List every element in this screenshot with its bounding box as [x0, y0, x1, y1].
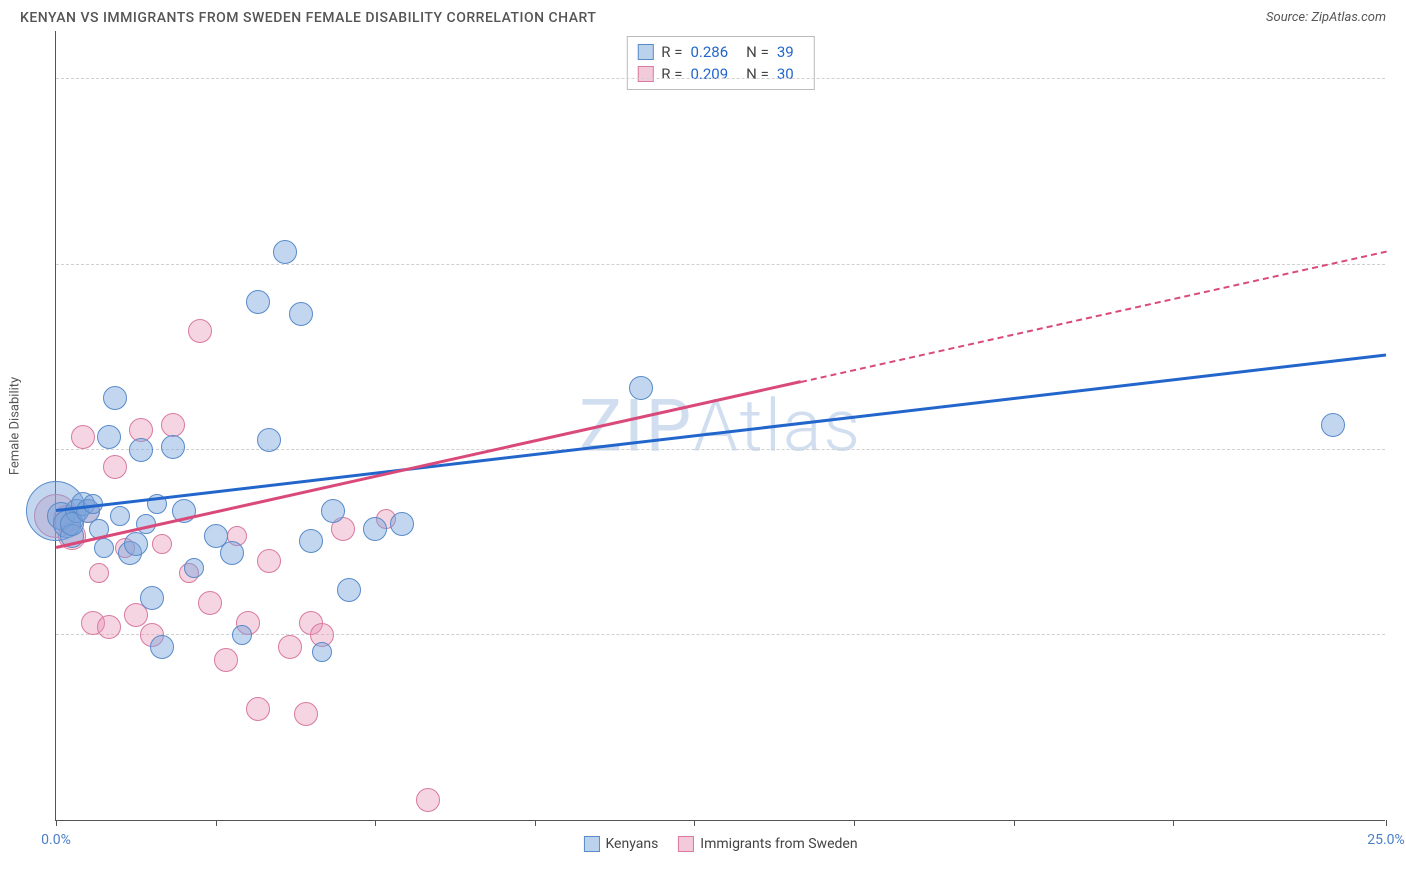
legend-label-blue: Kenyans	[605, 836, 658, 852]
chart-title: KENYAN VS IMMIGRANTS FROM SWEDEN FEMALE …	[20, 10, 596, 26]
data-point-pink	[246, 697, 270, 721]
data-point-blue	[161, 435, 185, 459]
legend-label-pink: Immigrants from Sweden	[700, 836, 857, 852]
data-point-blue	[140, 586, 164, 610]
data-point-blue	[299, 529, 323, 553]
gridline	[56, 264, 1385, 265]
data-point-blue	[321, 499, 345, 523]
data-point-blue	[629, 376, 653, 400]
x-tick	[216, 820, 217, 826]
data-point-blue	[150, 635, 174, 659]
chart-container: Female Disability ZIPAtlas R = 0.286 N =…	[20, 31, 1386, 821]
x-tick	[1386, 820, 1387, 826]
data-point-blue	[220, 541, 244, 565]
gridline	[56, 78, 1385, 79]
n-label: N =	[746, 65, 769, 83]
stats-legend-row-blue: R = 0.286 N = 39	[637, 41, 803, 63]
data-point-blue	[312, 642, 332, 662]
r-label: R =	[661, 43, 682, 61]
stats-legend-row-pink: R = 0.209 N = 30	[637, 63, 803, 85]
data-point-blue	[337, 578, 361, 602]
data-point-blue	[1321, 413, 1345, 437]
data-point-blue	[257, 428, 281, 452]
legend-item-blue: Kenyans	[583, 836, 658, 852]
gridline	[56, 449, 1385, 450]
source-attribution: Source: ZipAtlas.com	[1266, 10, 1386, 26]
r-value-blue: 0.286	[690, 43, 728, 61]
data-point-pink	[97, 615, 121, 639]
data-point-blue	[246, 290, 270, 314]
data-point-blue	[232, 625, 252, 645]
data-point-blue	[289, 302, 313, 326]
series-legend: Kenyans Immigrants from Sweden	[583, 836, 857, 852]
data-point-pink	[188, 319, 212, 343]
data-point-pink	[257, 549, 281, 573]
x-tick	[1014, 820, 1015, 826]
gridline	[56, 634, 1385, 635]
x-tick	[535, 820, 536, 826]
data-point-pink	[416, 788, 440, 812]
data-point-blue	[97, 425, 121, 449]
swatch-pink-icon	[678, 836, 694, 852]
source-link[interactable]: ZipAtlas.com	[1311, 10, 1386, 25]
x-tick-label: 25.0%	[1367, 832, 1405, 848]
trend-line	[56, 353, 1386, 511]
data-point-blue	[103, 386, 127, 410]
data-point-pink	[294, 702, 318, 726]
data-point-blue	[363, 517, 387, 541]
legend-item-pink: Immigrants from Sweden	[678, 836, 857, 852]
x-tick	[375, 820, 376, 826]
y-axis-label: Female Disability	[8, 377, 23, 475]
data-point-pink	[198, 591, 222, 615]
n-label: N =	[746, 43, 769, 61]
x-tick-label: 0.0%	[41, 832, 71, 848]
source-label: Source:	[1266, 10, 1308, 25]
data-point-pink	[278, 635, 302, 659]
x-tick	[854, 820, 855, 826]
plot-area: ZIPAtlas R = 0.286 N = 39 R = 0.209 N = …	[55, 31, 1385, 821]
data-point-pink	[152, 534, 172, 554]
data-point-pink	[103, 455, 127, 479]
data-point-pink	[71, 425, 95, 449]
x-tick	[694, 820, 695, 826]
r-label: R =	[661, 65, 682, 83]
trend-line	[56, 380, 801, 548]
data-point-blue	[129, 438, 153, 462]
swatch-blue-icon	[637, 44, 653, 60]
data-point-blue	[273, 240, 297, 264]
n-value-pink: 30	[777, 65, 794, 83]
x-tick	[56, 820, 57, 826]
data-point-blue	[110, 506, 130, 526]
swatch-blue-icon	[583, 836, 599, 852]
data-point-pink	[89, 563, 109, 583]
swatch-pink-icon	[637, 66, 653, 82]
watermark: ZIPAtlas	[579, 383, 862, 468]
r-value-pink: 0.209	[690, 65, 728, 83]
x-tick	[1173, 820, 1174, 826]
data-point-blue	[94, 538, 114, 558]
data-point-blue	[124, 532, 148, 556]
data-point-pink	[214, 648, 238, 672]
n-value-blue: 39	[777, 43, 794, 61]
data-point-blue	[390, 512, 414, 536]
data-point-pink	[161, 413, 185, 437]
stats-legend: R = 0.286 N = 39 R = 0.209 N = 30	[626, 36, 814, 90]
data-point-blue	[184, 558, 204, 578]
